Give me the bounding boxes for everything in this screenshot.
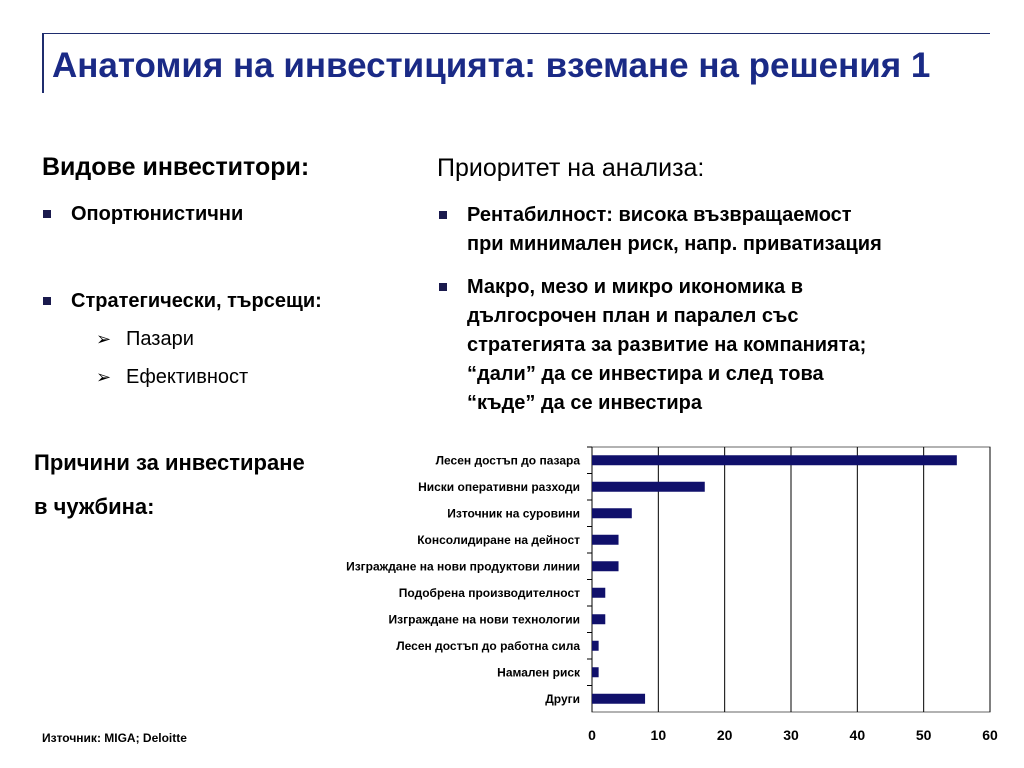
arrow-bullet-icon: ➢ (96, 329, 112, 349)
category-label: Изграждане на нови технологии (389, 612, 580, 626)
bar (592, 693, 646, 704)
bullet-square-icon (43, 297, 51, 305)
page-title: Анатомия на инвестицията: вземане на реш… (52, 46, 931, 85)
category-label: Източник на суровини (447, 506, 580, 520)
bar (592, 640, 599, 651)
bar (592, 508, 632, 519)
bar (592, 587, 606, 598)
bullet-economics: Макро, мезо и микро икономика в дългосро… (439, 273, 867, 418)
bullet-label: Стратегически, търсещи: (71, 290, 322, 312)
category-label: Ниски оперативни разходи (418, 480, 580, 494)
reasons-heading-line2: в чужбина: (34, 494, 155, 519)
bullet-strategic: Стратегически, търсещи: (43, 287, 322, 316)
bullet-line: “къде” да се инвестира (467, 392, 702, 414)
category-label: Лесен достъп до пазара (436, 453, 581, 467)
x-tick-label: 30 (783, 727, 799, 743)
bullet-label: Опортюнистични (71, 203, 244, 225)
category-label: Консолидиране на дейност (417, 533, 580, 547)
investor-types-heading: Видове инвеститори: (42, 153, 310, 181)
bullet-line: при минимален риск, напр. приватизация (467, 233, 882, 255)
category-label: Намален риск (497, 665, 581, 679)
subitem-markets: ➢ Пазари (96, 325, 194, 354)
bar (592, 614, 606, 625)
bullet-square-icon (439, 211, 447, 219)
bullet-opportunistic: Опортюнистични (43, 200, 244, 229)
source-note: Източник: MIGA; Deloitte (42, 731, 187, 745)
bar (592, 534, 619, 545)
bar (592, 561, 619, 572)
bullet-square-icon (439, 283, 447, 291)
bullet-square-icon (43, 210, 51, 218)
bullet-line: Рентабилност: висока възвращаемост (467, 204, 852, 226)
x-tick-label: 10 (651, 727, 667, 743)
bullet-line: дългосрочен план и паралел със (467, 305, 799, 327)
category-label: Лесен достъп до работна сила (396, 639, 580, 653)
bar (592, 667, 599, 678)
bullet-line: Макро, мезо и микро икономика в (467, 276, 804, 298)
title-rule-left (42, 33, 44, 93)
x-tick-label: 0 (588, 727, 596, 743)
category-label: Изграждане на нови продуктови линии (346, 559, 580, 573)
title-rule-top (42, 33, 990, 34)
x-tick-label: 60 (982, 727, 998, 743)
bullet-line: стратегията за развитие на компанията; (467, 334, 867, 356)
bullet-line: “дали” да се инвестира и след това (467, 363, 824, 385)
analysis-priority-heading: Приоритет на анализа: (437, 154, 705, 182)
arrow-bullet-icon: ➢ (96, 367, 112, 387)
subitem-label: Ефективност (126, 366, 249, 388)
bar (592, 455, 957, 466)
subitem-label: Пазари (126, 328, 194, 350)
reasons-heading-line1: Причини за инвестиране (34, 450, 305, 475)
bullet-profitability: Рентабилност: висока възвращаемост при м… (439, 201, 882, 259)
category-label: Подобрена производителност (399, 586, 580, 600)
category-label: Други (545, 692, 580, 706)
x-tick-label: 20 (717, 727, 733, 743)
bar (592, 481, 705, 492)
subitem-efficiency: ➢ Ефективност (96, 363, 249, 392)
x-tick-label: 50 (916, 727, 932, 743)
x-tick-label: 40 (850, 727, 866, 743)
